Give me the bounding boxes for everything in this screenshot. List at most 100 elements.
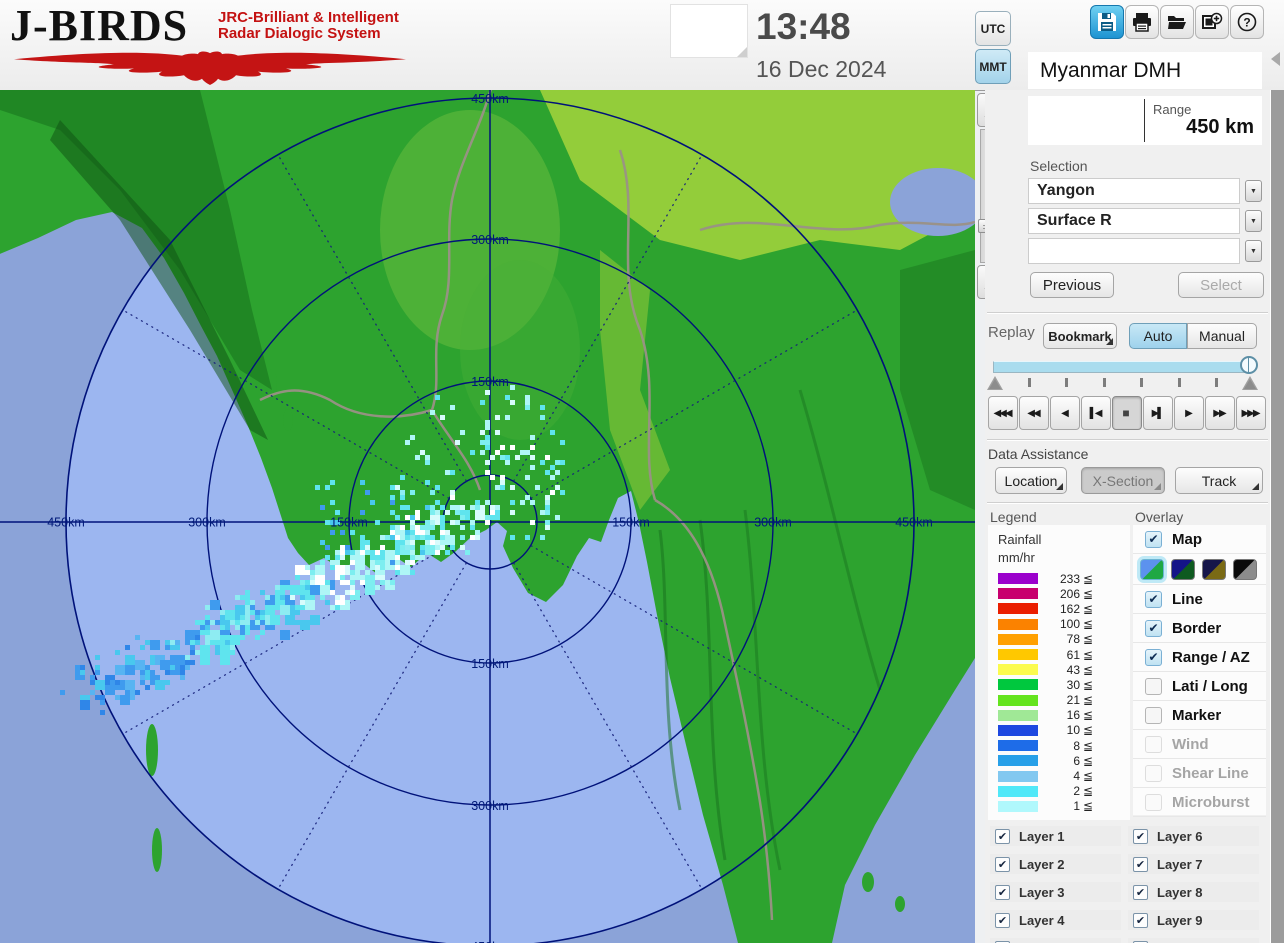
overlay-checkbox[interactable]: ✔: [1145, 530, 1162, 548]
replay-slider-track[interactable]: [993, 361, 1251, 373]
play-reverse-button[interactable]: ◀: [1050, 396, 1080, 430]
layer-row[interactable]: ✔ Layer 3: [990, 882, 1121, 902]
panel-scrollbar[interactable]: [1270, 90, 1284, 943]
layer-row[interactable]: ✔ Layer 8: [1128, 882, 1259, 902]
overlay-item-range-az[interactable]: ✔ Range / AZ: [1133, 643, 1266, 672]
replay-range-end-marker[interactable]: [1242, 376, 1258, 390]
overlay-item-label: Marker: [1172, 706, 1222, 724]
track-button[interactable]: Track: [1175, 467, 1263, 494]
legend-entry: 162 ≦: [988, 601, 1130, 616]
data-assistance-label: Data Assistance: [988, 446, 1089, 462]
save-button[interactable]: [1090, 5, 1124, 39]
replay-slider-tick: [1215, 378, 1218, 387]
overlay-item-lati-long[interactable]: Lati / Long: [1133, 672, 1266, 701]
overlay-item-shear-line[interactable]: Shear Line: [1133, 759, 1266, 788]
map-style-swatch[interactable]: [1202, 558, 1226, 580]
overlay-checkbox[interactable]: [1145, 764, 1162, 782]
overlay-item-wind[interactable]: Wind: [1133, 730, 1266, 759]
overlay-checkbox[interactable]: [1145, 706, 1162, 724]
map-style-swatch[interactable]: [1233, 558, 1257, 580]
layer-checkbox[interactable]: ✔: [995, 828, 1010, 844]
track-corner-icon: [1252, 483, 1259, 490]
fast-forward-button[interactable]: ▶▶: [1205, 396, 1235, 430]
layer-row[interactable]: ✔ Layer 2: [990, 854, 1121, 874]
radar-map[interactable]: 450km 300km 150km 150km 300km 450km 450km 300km…: [0, 90, 975, 943]
panel-collapse-arrow-icon[interactable]: [1271, 52, 1280, 66]
layer-row[interactable]: ✔ Layer 6: [1128, 826, 1259, 846]
layer-checkbox[interactable]: ✔: [995, 912, 1010, 928]
export-image-button[interactable]: [1195, 5, 1229, 39]
print-icon: [1133, 13, 1151, 32]
replay-slider-tick: [1177, 378, 1181, 387]
product-dropdown-arrow-icon[interactable]: ▼: [1245, 210, 1262, 232]
layer-checkbox[interactable]: ✔: [1133, 828, 1148, 844]
legend-lte-symbol: ≦: [1082, 784, 1094, 799]
overlay-item-map[interactable]: ✔ Map: [1133, 525, 1266, 554]
layer-row-partial[interactable]: ✔: [1128, 938, 1259, 943]
manual-button[interactable]: Manual: [1187, 323, 1257, 349]
overlay-checkbox[interactable]: [1145, 735, 1162, 753]
site-dropdown-value[interactable]: Yangon: [1028, 178, 1240, 204]
layer-row[interactable]: ✔ Layer 1: [990, 826, 1121, 846]
legend-entries: 233 ≦ 206 ≦ 162 ≦ 100 ≦ 78 ≦ 61 ≦ 43 ≦ 30 ≦ 21 ≦ 16 ≦ 10 ≦ 8 ≦ 6…: [988, 571, 1130, 814]
step-forward-button[interactable]: ▶▌: [1143, 396, 1173, 430]
overlay-checkbox[interactable]: [1145, 677, 1162, 695]
overlay-item-border[interactable]: ✔ Border: [1133, 614, 1266, 643]
site-dropdown-arrow-icon[interactable]: ▼: [1245, 180, 1262, 202]
legend-lte-symbol: ≦: [1082, 632, 1094, 647]
option-dropdown-arrow-icon[interactable]: ▼: [1245, 240, 1262, 262]
legend-lte-symbol: ≦: [1082, 677, 1094, 692]
previous-button[interactable]: Previous: [1030, 272, 1114, 298]
layer-checkbox[interactable]: ✔: [1133, 884, 1148, 900]
layer-row[interactable]: ✔ Layer 4: [990, 910, 1121, 930]
layer-checkbox[interactable]: ✔: [1133, 856, 1148, 872]
legend-entry: 10 ≦: [988, 723, 1130, 738]
auto-button[interactable]: Auto: [1129, 323, 1187, 349]
rain-echoes: [60, 385, 565, 715]
legend-entry: 6 ≦: [988, 753, 1130, 768]
replay-slider-knob[interactable]: [1240, 356, 1258, 374]
option-dropdown-value[interactable]: [1028, 238, 1240, 264]
range-ring-label: 300km: [188, 516, 226, 530]
layer-checkbox[interactable]: ✔: [995, 856, 1010, 872]
logo-tagline: JRC-Brilliant & Intelligent Radar Dialog…: [218, 10, 399, 42]
fast-rewind-button[interactable]: ◀◀: [1019, 396, 1049, 430]
mmt-button[interactable]: MMT: [975, 49, 1011, 84]
select-button[interactable]: Select: [1178, 272, 1264, 298]
stop-button[interactable]: ■: [1112, 396, 1142, 430]
map-style-swatch[interactable]: [1140, 558, 1164, 580]
legend-lte-symbol: ≦: [1082, 571, 1094, 586]
step-back-button[interactable]: ▌◀: [1081, 396, 1111, 430]
overlay-checkbox[interactable]: ✔: [1145, 590, 1162, 608]
play-button[interactable]: ▶: [1174, 396, 1204, 430]
open-folder-button[interactable]: [1160, 5, 1194, 39]
overlay-checkbox[interactable]: [1145, 793, 1162, 811]
overlay-item-marker[interactable]: Marker: [1133, 701, 1266, 730]
overlay-item-line[interactable]: ✔ Line: [1133, 585, 1266, 614]
forward-to-end-button[interactable]: ▶▶▶: [1236, 396, 1266, 430]
layer-checkbox[interactable]: ✔: [1133, 912, 1148, 928]
layer-row-partial[interactable]: ✔: [990, 938, 1121, 943]
bookmark-button[interactable]: Bookmark: [1043, 323, 1117, 349]
utc-button[interactable]: UTC: [975, 11, 1011, 46]
separator: [987, 439, 1268, 441]
help-button[interactable]: ?: [1230, 5, 1264, 39]
overlay-checkbox[interactable]: ✔: [1145, 648, 1162, 666]
layer-row[interactable]: ✔ Layer 7: [1128, 854, 1259, 874]
xsection-button[interactable]: X-Section: [1081, 467, 1165, 494]
legend-lte-symbol: ≦: [1082, 586, 1094, 601]
rewind-to-start-button[interactable]: ◀◀◀: [988, 396, 1018, 430]
legend-value: 233: [1059, 571, 1080, 586]
map-style-swatch[interactable]: [1171, 558, 1195, 580]
location-button[interactable]: Location: [995, 467, 1067, 494]
legend-value: 43: [1066, 662, 1080, 677]
layer-row[interactable]: ✔ Layer 9: [1128, 910, 1259, 930]
overlay-item-microburst[interactable]: Microburst: [1133, 788, 1266, 817]
layer-checkbox[interactable]: ✔: [995, 884, 1010, 900]
print-button[interactable]: [1125, 5, 1159, 39]
legend-color-swatch: [998, 770, 1038, 782]
overlay-checkbox[interactable]: ✔: [1145, 619, 1162, 637]
legend-color-swatch: [998, 724, 1038, 736]
product-dropdown-value[interactable]: Surface R: [1028, 208, 1240, 234]
replay-range-start-marker[interactable]: [987, 376, 1003, 390]
